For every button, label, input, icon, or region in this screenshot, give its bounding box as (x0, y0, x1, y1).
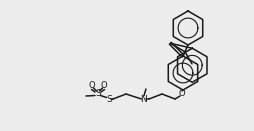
Text: N: N (140, 94, 147, 103)
Text: S: S (95, 89, 101, 99)
Text: O: O (178, 89, 185, 99)
Text: S: S (106, 94, 112, 103)
Text: O: O (88, 81, 95, 91)
Text: O: O (100, 81, 107, 91)
